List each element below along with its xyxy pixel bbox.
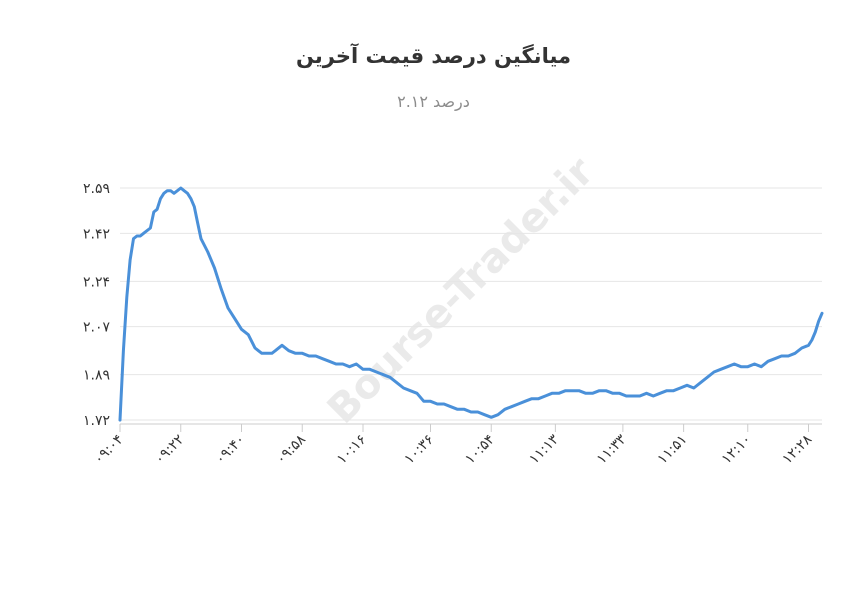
chart-subtitle: درصد ۲.۱۲ <box>397 92 470 111</box>
x-axis <box>119 423 822 432</box>
x-tick-label: ۱۲:۲۸ <box>779 431 815 467</box>
x-tick-label: ۱۲:۱۰ <box>719 432 755 468</box>
x-tick-label: ۱۰:۱۶ <box>334 432 370 468</box>
y-tick-label: ۲.۵۹ <box>83 181 110 197</box>
grid-lines <box>120 187 822 421</box>
x-tick-label: ۱۱:۵۱ <box>655 432 691 468</box>
series-line <box>118 186 824 422</box>
y-tick-label: ۲.۴۲ <box>83 226 110 242</box>
x-tick-label: ۰۹:۵۸ <box>273 431 309 467</box>
watermark-text: Bourse-Trader.ir <box>319 149 603 433</box>
x-tick-label: ۱۱:۱۳ <box>526 431 562 467</box>
chart-title: میانگین درصد قیمت آخرین <box>295 44 572 68</box>
x-tick-label: ۰۹:۴۰ <box>212 432 248 468</box>
watermark-layer: Bourse-Trader.ir <box>319 149 603 433</box>
y-tick-label: ۱.۸۹ <box>83 368 110 384</box>
x-tick-label: ۱۰:۵۴ <box>462 432 498 468</box>
y-tick-label: ۲.۲۴ <box>83 274 110 290</box>
x-tick-label: ۰۹:۲۲ <box>152 432 188 468</box>
x-tick-label: ۱۰:۳۶ <box>401 432 437 468</box>
y-axis-ticks: ۱.۷۲ ۱.۸۹ ۲.۰۷ ۲.۲۴ ۲.۴۲ ۲.۵۹ <box>83 181 110 429</box>
x-tick-label: ۰۹:۰۴ <box>91 432 127 468</box>
y-tick-label: ۲.۰۷ <box>83 320 110 336</box>
x-axis-ticks: ۰۹:۰۴ ۰۹:۲۲ ۰۹:۴۰ ۰۹:۵۸ ۱۰:۱۶ ۱۰:۳۶ ۱۰:۵۴ ۱۱:۱۳… <box>91 431 816 467</box>
x-tick-label: ۱۱:۳۳ <box>594 431 630 467</box>
y-tick-label: ۱.۷۲ <box>83 413 110 429</box>
